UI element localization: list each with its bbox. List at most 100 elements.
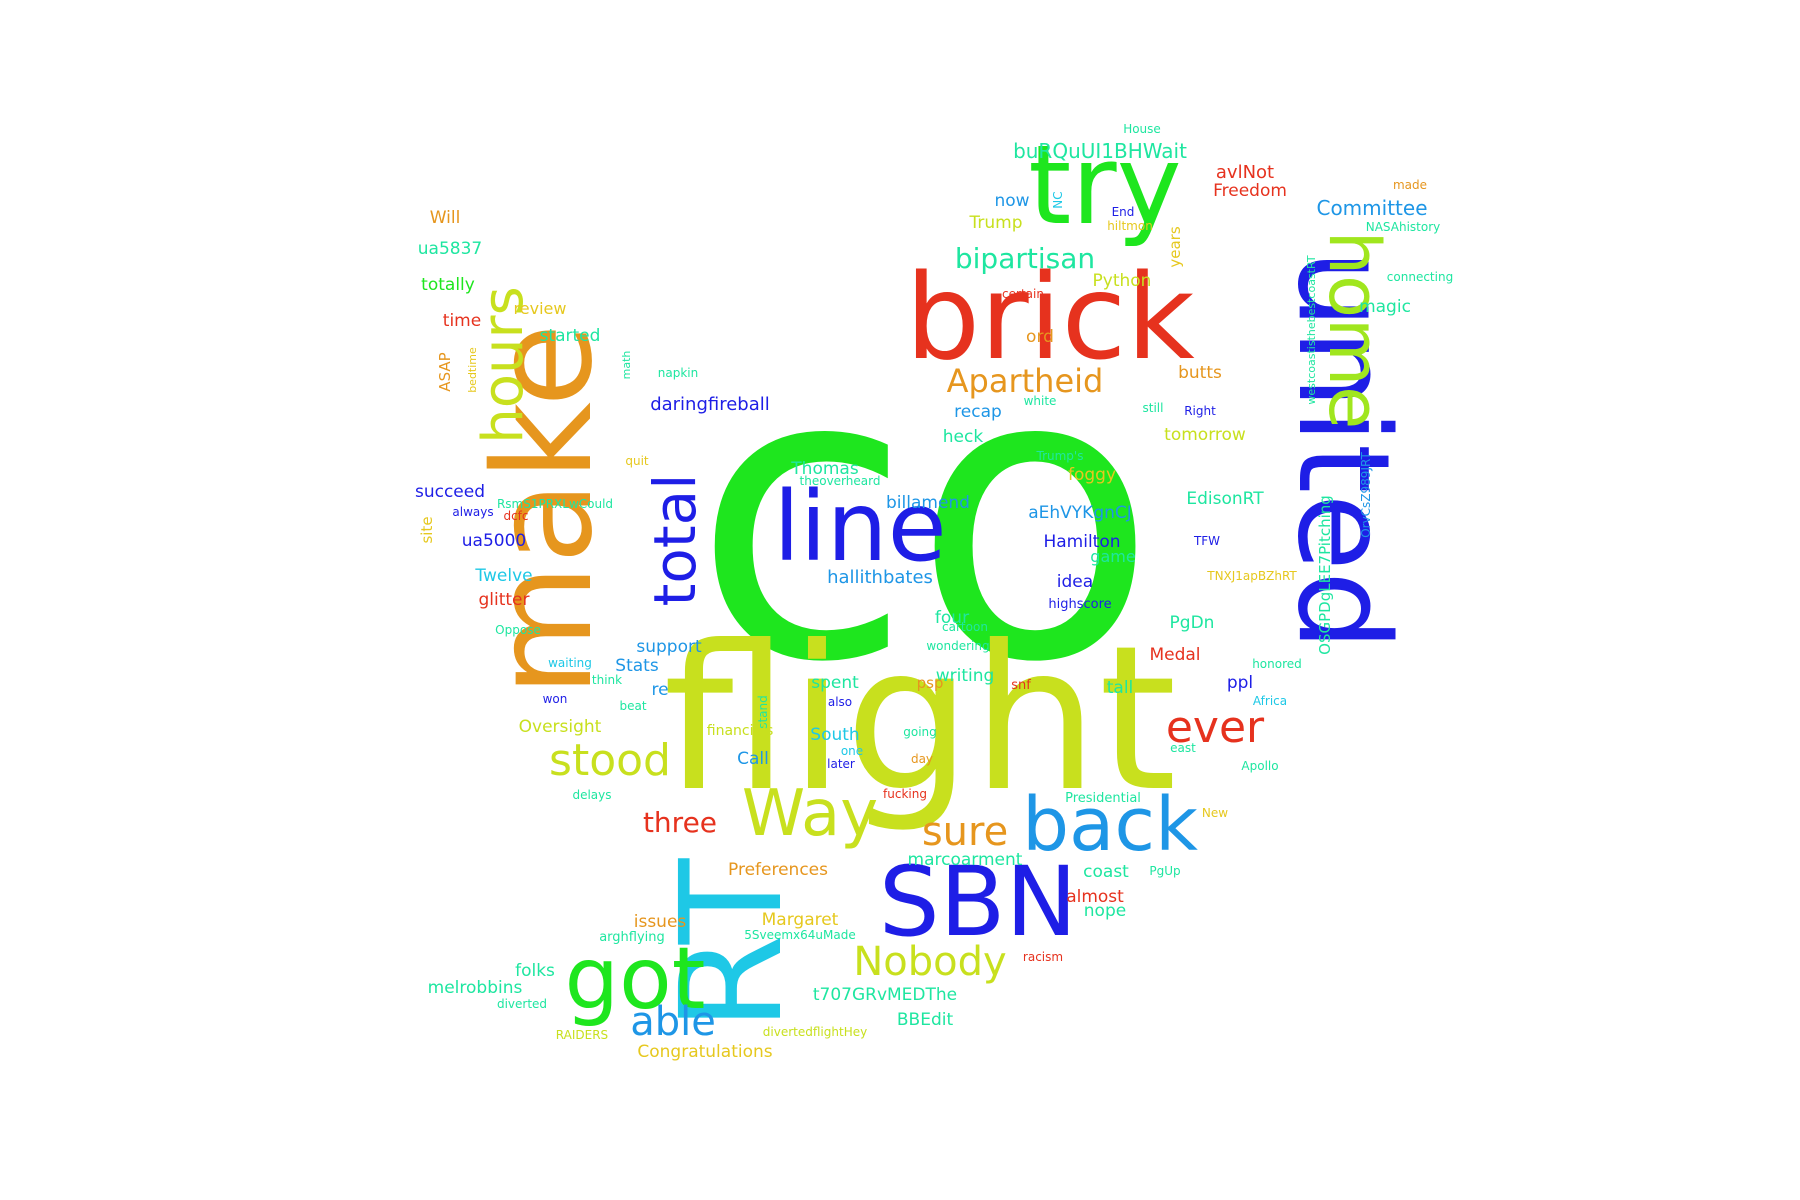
word-SBN: SBN bbox=[879, 846, 1078, 958]
word-buRQuUI1BHWait: buRQuUI1BHWait bbox=[1013, 139, 1187, 163]
word-Way: Way bbox=[742, 777, 878, 851]
word-RT: RT bbox=[651, 858, 814, 1031]
word-TNXJ1apBZhRT: TNXJ1apBZhRT bbox=[1206, 569, 1297, 583]
word-snf: snf bbox=[1011, 678, 1031, 693]
word-think: think bbox=[592, 673, 622, 687]
word-OrvCsZ989JRT: OrvCsZ989JRT bbox=[1359, 452, 1373, 538]
word-daringfireball: daringfireball bbox=[650, 394, 770, 415]
word-TFW: TFW bbox=[1193, 534, 1220, 548]
word-folks: folks bbox=[515, 961, 555, 981]
word-PgDn: PgDn bbox=[1170, 613, 1215, 633]
word-re: re bbox=[651, 680, 668, 700]
word-made: made bbox=[1393, 178, 1427, 192]
word-5Sveemx64uMade: 5Sveemx64uMade bbox=[744, 928, 856, 942]
word-Nobody: Nobody bbox=[853, 939, 1006, 985]
word-spent: spent bbox=[811, 673, 859, 693]
word-brick: brick bbox=[905, 248, 1194, 386]
word-won: won bbox=[543, 692, 568, 706]
word-white: white bbox=[1024, 394, 1057, 408]
word-four: four bbox=[935, 608, 969, 628]
word-hallithbates: hallithbates bbox=[827, 567, 933, 588]
word-tomorrow: tomorrow bbox=[1164, 425, 1246, 445]
word-House: House bbox=[1123, 122, 1161, 136]
word-one: one bbox=[841, 744, 863, 758]
word-PgUp: PgUp bbox=[1149, 864, 1180, 878]
word-Oversight: Oversight bbox=[519, 717, 602, 737]
word-always: always bbox=[452, 505, 493, 519]
word-review: review bbox=[514, 299, 567, 318]
word-three: three bbox=[643, 806, 717, 839]
word-writing: writing bbox=[936, 666, 995, 686]
word-Africa: Africa bbox=[1253, 694, 1287, 708]
word-Oppose: Oppose bbox=[495, 623, 541, 637]
word-also: also bbox=[828, 695, 852, 709]
word-started: started bbox=[540, 326, 601, 346]
word-t707GRvMEDThe: t707GRvMEDThe bbox=[813, 985, 957, 1005]
word-recap: recap bbox=[954, 402, 1002, 422]
word-sure: sure bbox=[922, 809, 1008, 855]
word-almost: almost bbox=[1066, 887, 1124, 907]
word-arghflying: arghflying bbox=[599, 930, 665, 945]
word-South: South bbox=[810, 725, 859, 745]
word-flight: flight bbox=[663, 603, 1177, 836]
word-certain: certain bbox=[1002, 287, 1044, 301]
word-bedtime: bedtime bbox=[466, 347, 479, 393]
word-Stats: Stats bbox=[615, 656, 659, 676]
word-cartoon: cartoon bbox=[942, 620, 988, 634]
word-End: End bbox=[1112, 205, 1135, 219]
word-Apollo: Apollo bbox=[1241, 759, 1278, 773]
word-magic: magic bbox=[1359, 297, 1411, 317]
word-ever: ever bbox=[1166, 702, 1265, 753]
word-still: still bbox=[1143, 401, 1164, 415]
word-back: back bbox=[1022, 782, 1198, 868]
word-east: east bbox=[1170, 741, 1196, 755]
word-ppl: ppl bbox=[1227, 673, 1253, 693]
word-diverted: diverted bbox=[497, 997, 547, 1011]
word-RsmS1PRXLwCould: RsmS1PRXLwCould bbox=[497, 497, 613, 511]
word-BBEdit: BBEdit bbox=[897, 1010, 954, 1030]
word-home: home bbox=[1313, 231, 1395, 429]
word-coast: coast bbox=[1083, 862, 1129, 882]
word-united: united bbox=[1270, 249, 1417, 651]
word-math: math bbox=[620, 351, 633, 380]
word-Will: Will bbox=[430, 208, 461, 228]
word-Preferences: Preferences bbox=[728, 860, 828, 880]
word-going: going bbox=[903, 725, 937, 739]
word-New: New bbox=[1202, 806, 1228, 820]
word-OSGPDgLEE7Pitching: OSGPDgLEE7Pitching bbox=[1316, 495, 1334, 655]
word-issues: issues bbox=[634, 912, 687, 932]
word-years: years bbox=[1166, 226, 1184, 267]
word-Right: Right bbox=[1184, 404, 1216, 418]
word-stand: stand bbox=[756, 695, 770, 729]
word-connecting: connecting bbox=[1387, 270, 1453, 284]
word-ua5000: ua5000 bbox=[462, 531, 526, 551]
word-beat: beat bbox=[619, 699, 646, 713]
word-now: now bbox=[994, 191, 1029, 211]
word-idea: idea bbox=[1057, 572, 1093, 592]
word-avlNot: avlNot bbox=[1216, 162, 1274, 183]
word-waiting: waiting bbox=[548, 656, 592, 670]
word-succeed: succeed bbox=[415, 482, 485, 502]
word-Python: Python bbox=[1093, 271, 1152, 291]
word-bipartisan: bipartisan bbox=[955, 242, 1095, 275]
word-Margaret: Margaret bbox=[762, 910, 839, 930]
word-Call: Call bbox=[737, 749, 769, 769]
word-heck: heck bbox=[943, 427, 984, 447]
word-quit: quit bbox=[625, 454, 649, 468]
word-divertedflightHey: divertedflightHey bbox=[763, 1025, 867, 1039]
word-Apartheid: Apartheid bbox=[947, 362, 1104, 400]
word-tall: tall bbox=[1107, 678, 1134, 698]
word-marcoarment: marcoarment bbox=[908, 850, 1023, 870]
word-melrobbins: melrobbins bbox=[428, 978, 523, 998]
word-site: site bbox=[418, 516, 436, 543]
word-ASAP: ASAP bbox=[436, 352, 454, 391]
word-dcfc: dcfc bbox=[503, 509, 528, 523]
word-RAIDERS: RAIDERS bbox=[556, 1028, 608, 1042]
word-make: make bbox=[465, 323, 623, 696]
word-Thomas: Thomas bbox=[790, 459, 859, 479]
word-Presidential: Presidential bbox=[1065, 791, 1141, 806]
word-hours: hours bbox=[471, 286, 536, 443]
word-theoverheard: theoverheard bbox=[800, 474, 881, 488]
word-total: total bbox=[641, 474, 709, 607]
